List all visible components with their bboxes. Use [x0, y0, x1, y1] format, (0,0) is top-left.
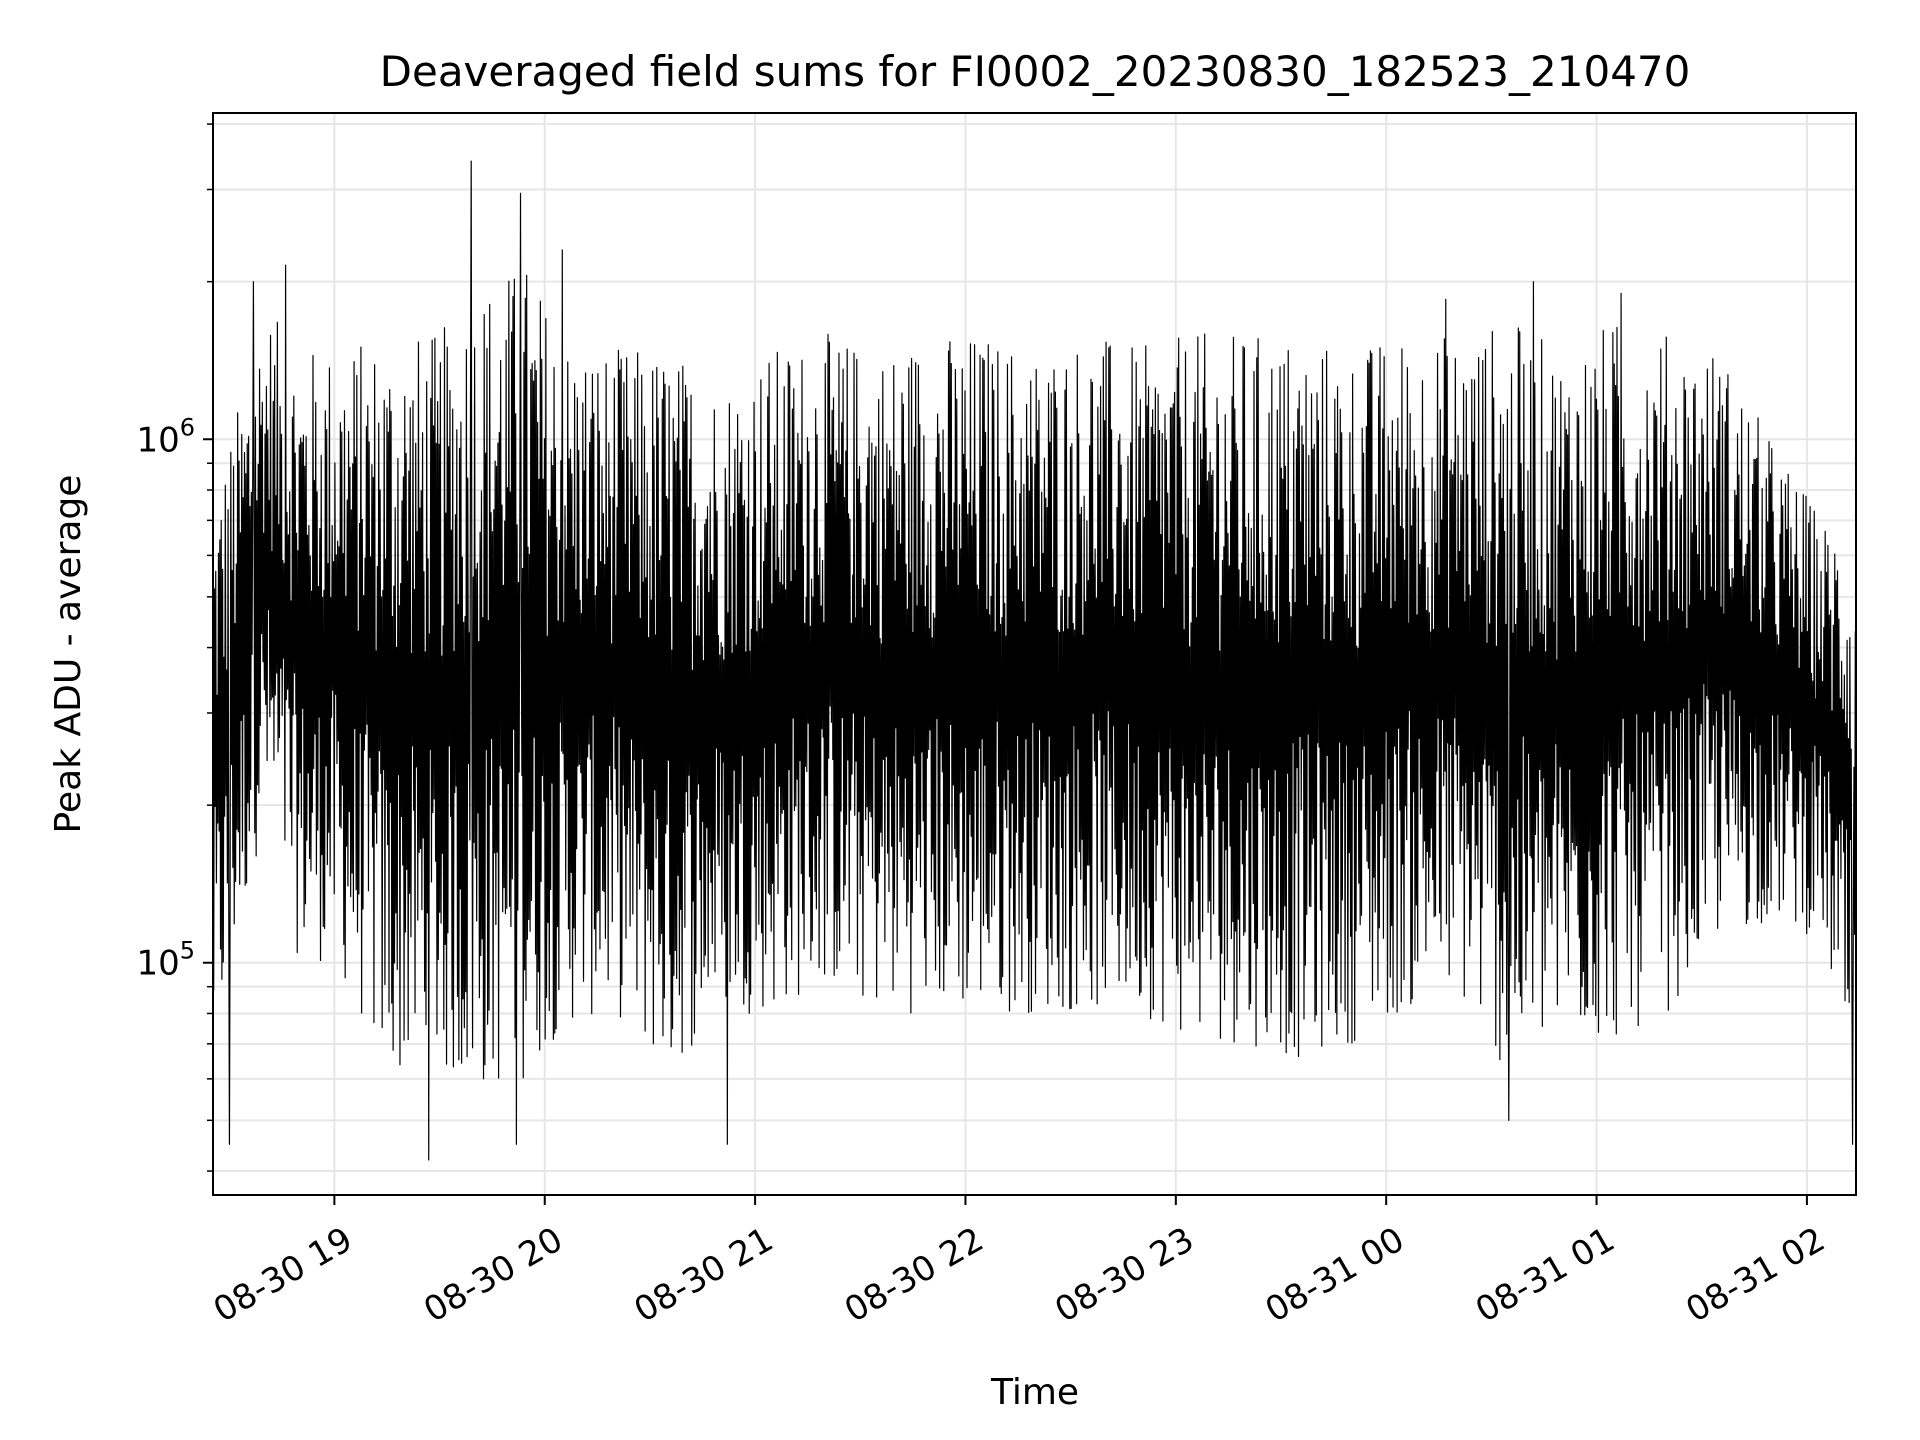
plot-frame — [212, 112, 1857, 1196]
y-axis-label: Peak ADU - average — [48, 475, 89, 834]
series-line — [212, 160, 1857, 1161]
x-axis-label: Time — [990, 1372, 1079, 1413]
series-path — [212, 160, 1857, 1161]
y-axis: 105 106 — [136, 123, 213, 1172]
chart-title: Deaveraged field sums for FI0002_2023083… — [380, 47, 1691, 96]
y-tick-label: 105 — [136, 937, 195, 984]
y-tick-label: 106 — [136, 413, 195, 460]
